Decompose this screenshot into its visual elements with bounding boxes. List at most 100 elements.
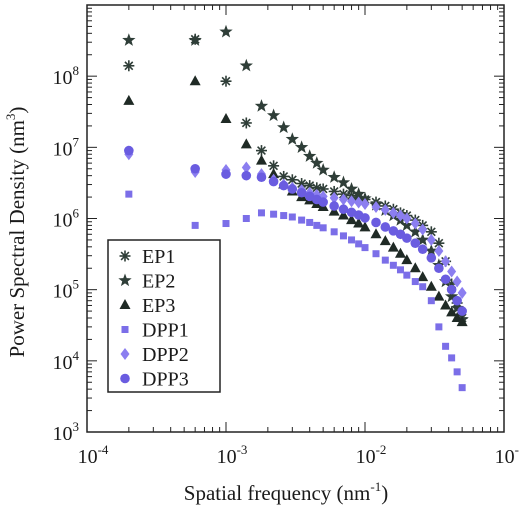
data-point bbox=[425, 226, 437, 238]
data-point bbox=[220, 75, 232, 87]
data-point bbox=[456, 316, 468, 327]
data-point bbox=[446, 284, 457, 295]
data-point bbox=[270, 210, 278, 218]
y-tick-label: 105 bbox=[53, 277, 80, 303]
data-point bbox=[458, 384, 466, 392]
data-point bbox=[417, 244, 428, 255]
data-point bbox=[359, 221, 371, 232]
data-point bbox=[255, 145, 267, 157]
data-point bbox=[310, 156, 324, 169]
y-tick-label: 103 bbox=[53, 419, 80, 445]
data-point bbox=[351, 187, 366, 200]
data-point bbox=[306, 218, 314, 226]
axis-ticks bbox=[86, 4, 505, 433]
data-point bbox=[408, 224, 422, 238]
data-point bbox=[388, 206, 398, 219]
data-point bbox=[452, 295, 462, 306]
data-point bbox=[434, 263, 444, 274]
data-point bbox=[256, 172, 267, 183]
data-point bbox=[410, 238, 421, 248]
series-dpp1 bbox=[125, 190, 466, 392]
data-point bbox=[242, 215, 250, 222]
legend-label: EP3 bbox=[142, 295, 175, 317]
x-axis-label-text: Spatial frequency (nm bbox=[184, 481, 371, 505]
data-point bbox=[371, 201, 381, 214]
y-tick-label: 104 bbox=[53, 348, 80, 374]
data-point bbox=[219, 24, 233, 38]
legend-entry-ep1: EP1 bbox=[119, 246, 175, 268]
data-point bbox=[435, 323, 443, 331]
data-point bbox=[444, 289, 459, 303]
data-point bbox=[123, 94, 135, 105]
data-point bbox=[400, 218, 414, 232]
data-point bbox=[124, 145, 134, 156]
data-point bbox=[371, 217, 381, 228]
data-point bbox=[457, 306, 467, 316]
data-point bbox=[381, 256, 389, 264]
data-point bbox=[278, 180, 289, 191]
legend-marker bbox=[118, 273, 132, 287]
data-point bbox=[427, 297, 435, 305]
data-point bbox=[416, 232, 430, 246]
data-point bbox=[418, 223, 428, 236]
y-axis-label-exp: 3 bbox=[3, 114, 18, 121]
x-tick-labels: 10-4 10-3 10-2 10-1 bbox=[78, 442, 520, 468]
data-point bbox=[337, 209, 349, 220]
y-axis-label-text: Power Spectral Density (nm bbox=[5, 120, 29, 357]
data-point bbox=[372, 250, 380, 258]
data-point bbox=[123, 60, 135, 72]
legend-label: DPP2 bbox=[142, 344, 189, 366]
x-axis-label-end: ) bbox=[381, 481, 388, 505]
y-tick-labels: 103 104 105 106 107 108 bbox=[53, 63, 80, 445]
data-point bbox=[448, 354, 456, 362]
legend-marker bbox=[119, 299, 131, 309]
data-point bbox=[277, 120, 291, 134]
data-point bbox=[268, 168, 280, 179]
data-point bbox=[440, 274, 451, 285]
data-point bbox=[379, 235, 391, 246]
data-point bbox=[254, 99, 269, 112]
data-point bbox=[450, 301, 464, 314]
legend-label: EP1 bbox=[142, 246, 175, 268]
data-point bbox=[426, 233, 436, 246]
data-point bbox=[125, 190, 133, 198]
data-point bbox=[417, 271, 429, 282]
y-tick-label: 107 bbox=[53, 134, 80, 160]
data-point bbox=[419, 283, 427, 291]
data-point bbox=[424, 243, 438, 257]
data-point bbox=[288, 213, 296, 221]
data-point bbox=[402, 212, 412, 225]
data-point bbox=[296, 187, 307, 198]
legend-label: EP2 bbox=[142, 271, 175, 293]
data-point bbox=[330, 228, 338, 236]
data-point bbox=[346, 214, 358, 225]
data-point bbox=[453, 368, 461, 376]
data-point bbox=[280, 212, 288, 220]
data-point bbox=[401, 254, 413, 265]
data-point bbox=[441, 255, 451, 268]
legend-marker bbox=[120, 348, 130, 360]
data-point bbox=[327, 170, 341, 183]
x-tick-label: 10-4 bbox=[78, 442, 109, 468]
data-point bbox=[425, 280, 437, 291]
data-point bbox=[303, 149, 317, 162]
data-point bbox=[360, 197, 370, 210]
legend-marker bbox=[119, 250, 131, 262]
data-point bbox=[446, 306, 458, 317]
data-point bbox=[409, 262, 421, 273]
data-point bbox=[452, 275, 462, 288]
data-point bbox=[329, 201, 339, 211]
data-point bbox=[426, 253, 437, 263]
data-point bbox=[319, 224, 327, 232]
data-point bbox=[451, 311, 463, 322]
data-point bbox=[434, 244, 444, 257]
data-point bbox=[380, 222, 391, 232]
data-point bbox=[240, 117, 252, 129]
data-point bbox=[361, 244, 369, 252]
data-point bbox=[188, 33, 202, 46]
data-point bbox=[447, 265, 457, 278]
data-point bbox=[191, 221, 199, 229]
data-point bbox=[380, 203, 390, 216]
